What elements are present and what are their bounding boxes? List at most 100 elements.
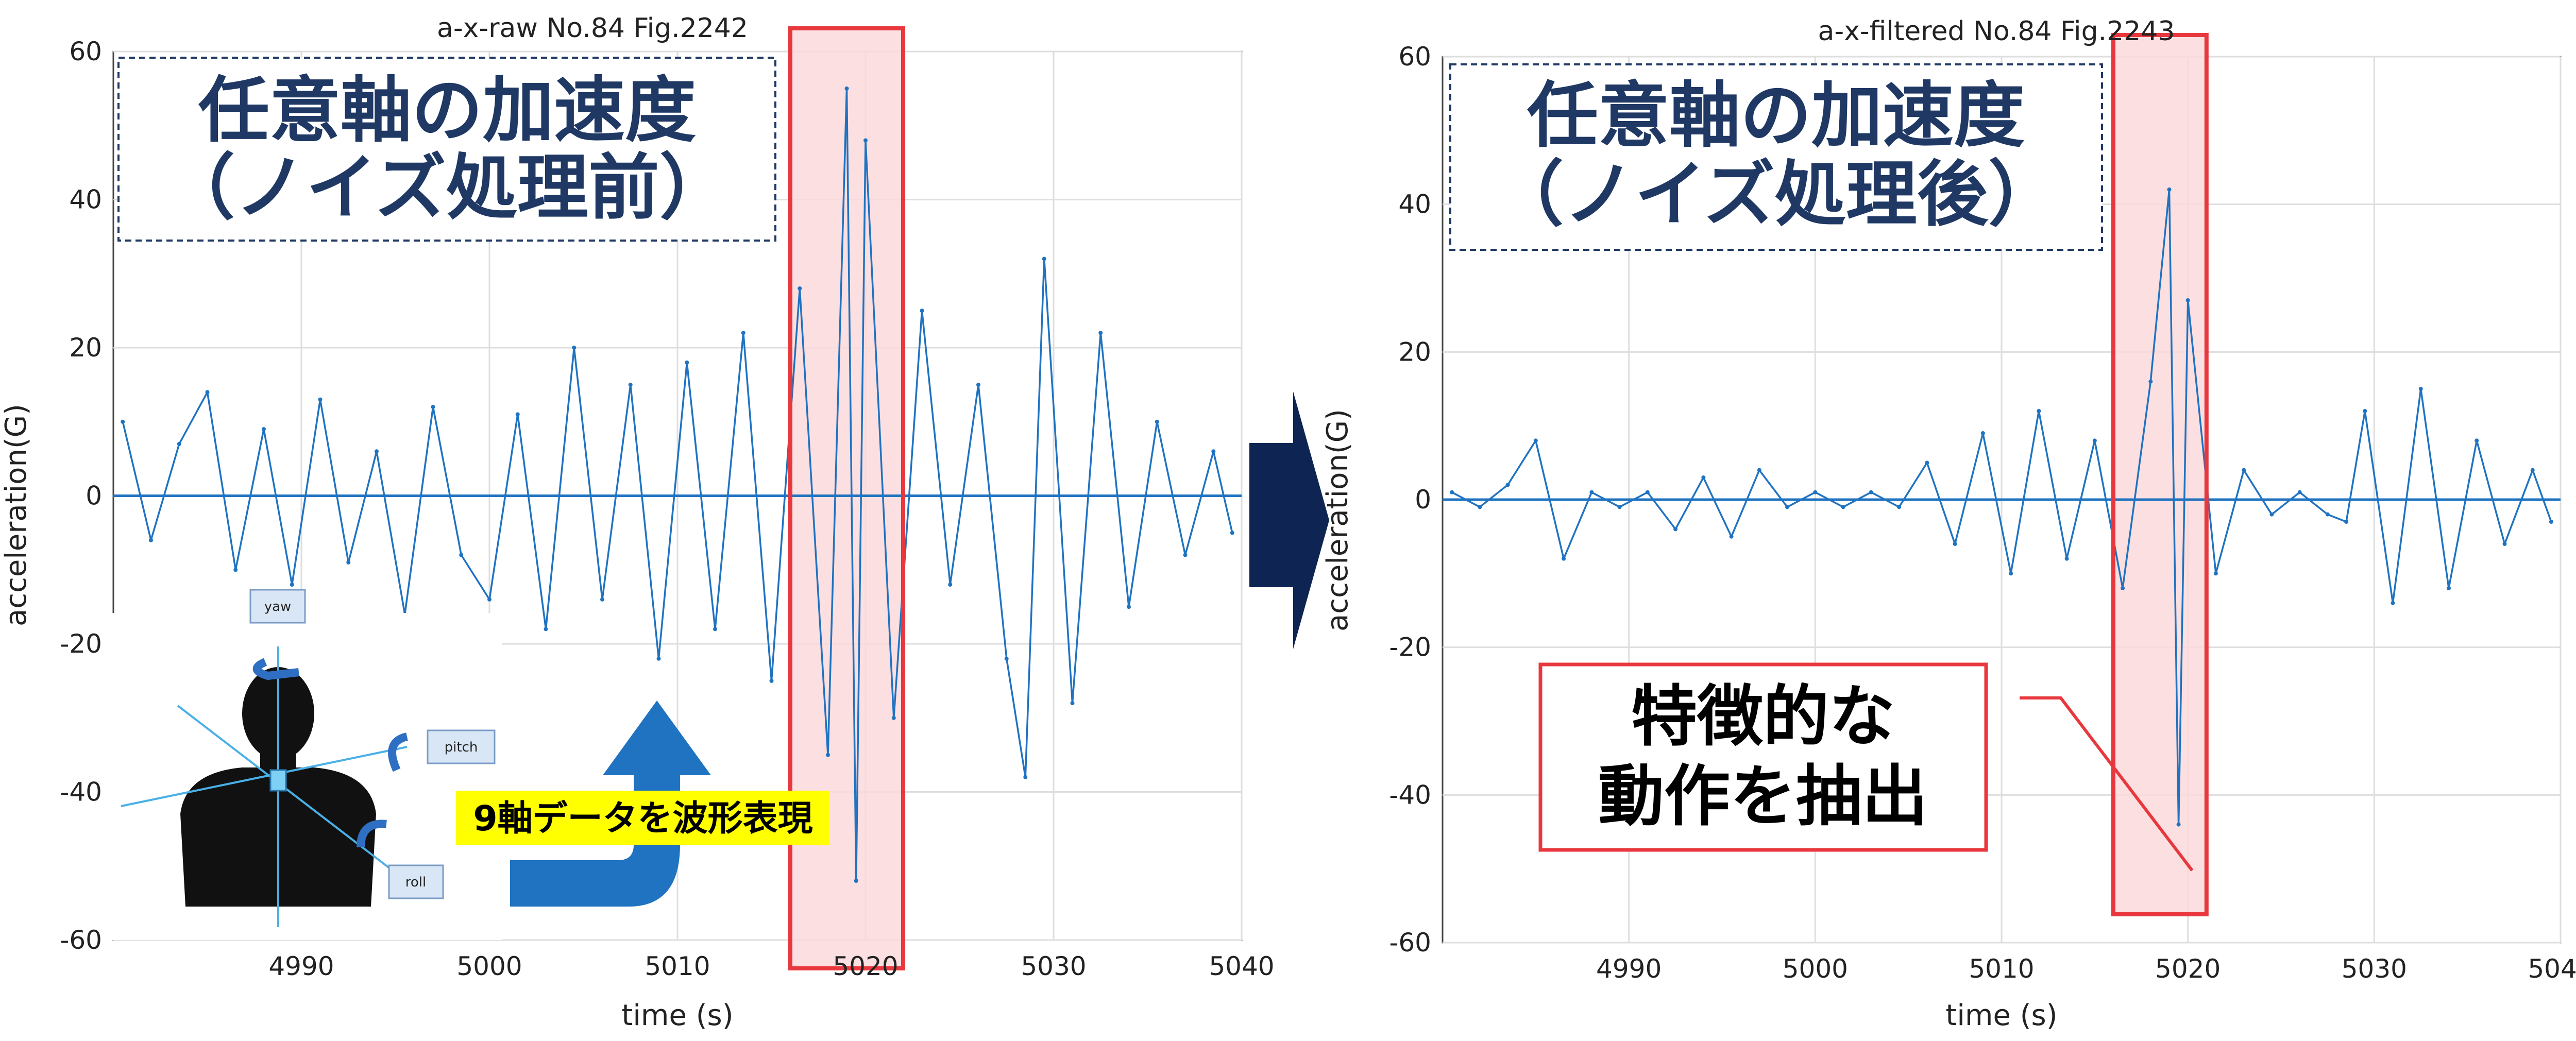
- x-tick-label: 4990: [268, 951, 334, 981]
- signal-point: [685, 360, 689, 365]
- highlight-fill: [2113, 35, 2207, 914]
- signal-point: [346, 560, 351, 565]
- roll-rotation-arrow-icon: [357, 820, 387, 848]
- x-tick-label: 5000: [456, 951, 522, 981]
- right-highlight-border: [2111, 33, 2209, 916]
- feature-callout-box: [1538, 662, 1988, 852]
- x-tick-label: 4990: [1596, 954, 1662, 984]
- signal-point: [1042, 257, 1046, 261]
- signal-point: [1617, 505, 1622, 509]
- signal-point: [2549, 520, 2553, 524]
- pitch-rotation-arrow-icon: [388, 732, 409, 772]
- signal-point: [2530, 468, 2535, 472]
- signal-point: [1562, 556, 1566, 561]
- x-tick-label: 5000: [1783, 954, 1848, 984]
- signal-point: [1757, 468, 1761, 472]
- signal-point: [459, 553, 464, 557]
- y-tick-label: 60: [1398, 42, 1431, 72]
- right-signal-trace: [1443, 187, 2561, 827]
- x-tick-label: 5040: [1209, 951, 1274, 981]
- y-tick-label: -40: [1389, 780, 1431, 810]
- signal-point: [1478, 505, 1482, 509]
- signal-point: [572, 346, 577, 350]
- signal-point: [290, 583, 294, 587]
- signal-point: [713, 627, 717, 632]
- x-tick-label: 5020: [2155, 954, 2221, 984]
- signal-point: [2167, 187, 2172, 192]
- signal-point: [2185, 298, 2190, 302]
- signal-point: [375, 449, 379, 454]
- left-highlight-border: [788, 26, 905, 970]
- pitch-label-box: [427, 729, 496, 764]
- signal-point: [1925, 460, 1929, 465]
- left-plot-title: a-x-raw No.84 Fig.2242: [437, 13, 748, 44]
- signal-point: [1897, 505, 1902, 509]
- signal-point: [1230, 531, 1234, 535]
- signal-point: [1023, 775, 1028, 779]
- person-axes-illustration: yaw pitch roll: [111, 589, 502, 940]
- y-tick-label: 20: [69, 333, 102, 363]
- right-chart-panel: 4990 5000 5010 5020 5030 5040 60 40 20 0 -20 -40 -60…: [1321, 16, 2576, 1032]
- x-tick-label: 5040: [2528, 954, 2576, 984]
- highlight-outline: [2111, 33, 2209, 916]
- callout-leader-line: [2020, 696, 2194, 872]
- signal-point: [2092, 438, 2097, 443]
- signal-point: [1645, 490, 1650, 494]
- signal-point: [1841, 505, 1845, 509]
- left-tick-labels: 4990 5000 5010 5020 5030 5040 60 40 20 0 -20 -40 -60: [60, 37, 1274, 981]
- signal-point: [2475, 438, 2479, 443]
- right-tick-labels: 4990 5000 5010 5020 5030 5040 60 40 20 0 -20 -40 -60: [1389, 42, 2576, 984]
- pitch-label: pitch: [445, 740, 478, 755]
- left-title-box: [117, 57, 776, 242]
- signal-point: [826, 753, 830, 757]
- y-tick-label: 0: [86, 481, 102, 511]
- signal-point: [318, 397, 323, 402]
- signal-point: [798, 286, 802, 291]
- signal-point: [1070, 701, 1075, 705]
- nine-axis-badge: [456, 791, 829, 845]
- feature-callout-line2: 動作を抽出: [1598, 758, 1928, 835]
- curved-up-arrow-icon: [510, 701, 711, 907]
- sensor-icon: [269, 769, 287, 792]
- right-title-line1: 任意軸の加速度: [1527, 74, 2025, 157]
- feature-callout-line1: 特徴的な: [1631, 678, 1895, 755]
- signal-point: [1729, 534, 1734, 539]
- signal-point: [2502, 542, 2507, 546]
- left-x-axis-label: time (s): [621, 999, 733, 1032]
- signal-point: [2269, 512, 2274, 517]
- signal-point: [2064, 556, 2069, 561]
- signal-point: [1813, 490, 1818, 494]
- y-tick-label: -20: [60, 629, 102, 659]
- signal-point: [2418, 387, 2423, 391]
- signal-point: [1127, 605, 1131, 609]
- signal-point: [1869, 490, 1873, 494]
- right-title-box: [1449, 63, 2103, 251]
- signal-point: [2391, 601, 2395, 605]
- signal-point: [844, 86, 849, 91]
- signal-point: [487, 597, 492, 602]
- signal-point: [2297, 490, 2302, 494]
- signal-point: [2009, 571, 2013, 576]
- pitch-axis-line: [121, 746, 408, 807]
- signal-point: [1953, 542, 1957, 546]
- x-tick-label: 5020: [833, 951, 898, 981]
- roll-label: roll: [405, 875, 426, 890]
- transition-arrow-icon: [1249, 391, 1329, 649]
- signal-point: [1980, 431, 1985, 435]
- signal-point: [2213, 571, 2218, 576]
- signal-point: [1183, 553, 1188, 557]
- signal-point: [515, 412, 520, 417]
- signal-point: [2242, 468, 2246, 472]
- highlight-outline: [788, 26, 905, 970]
- right-highlight-region: [2113, 35, 2207, 914]
- right-title-line2: （ノイズ処理後）: [1493, 153, 2059, 236]
- yaw-label: yaw: [264, 599, 292, 615]
- signal-point: [1673, 527, 1678, 532]
- signal-point: [233, 568, 238, 572]
- signal-point: [891, 715, 896, 720]
- right-plot-title: a-x-filtered No.84 Fig.2243: [1818, 16, 2175, 47]
- signal-point: [976, 382, 980, 387]
- signal-point: [2325, 512, 2330, 517]
- signal-point: [628, 382, 633, 387]
- signal-point: [2176, 822, 2181, 827]
